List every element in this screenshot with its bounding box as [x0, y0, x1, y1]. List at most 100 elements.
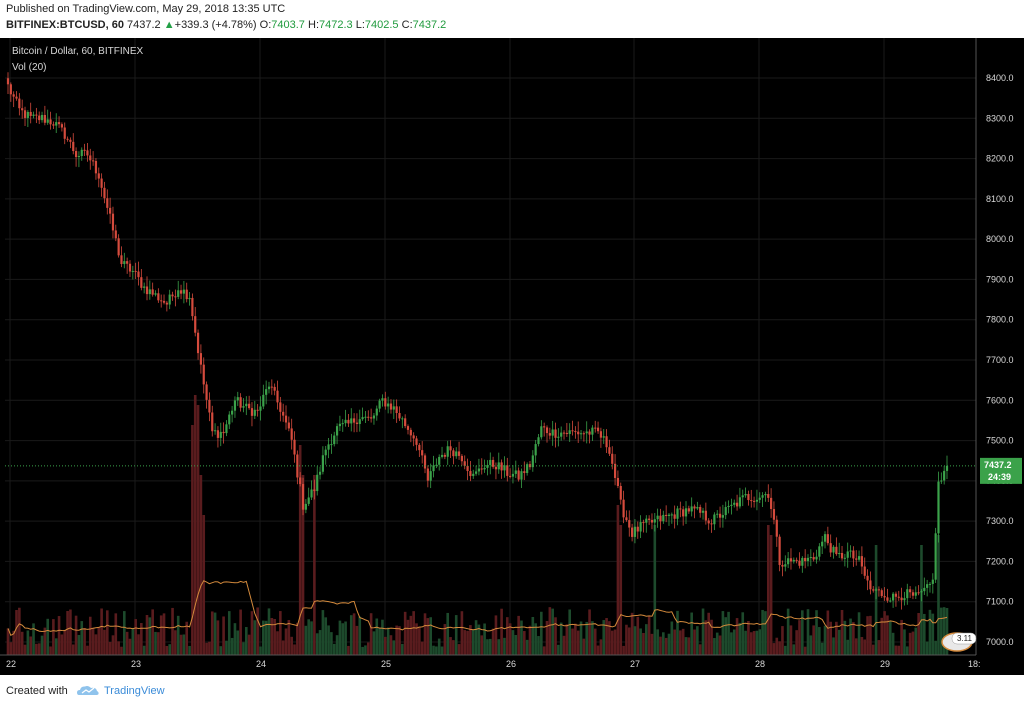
- candle-body: [622, 499, 625, 518]
- volume-bar: [151, 609, 154, 655]
- time-tick-label: 18:: [968, 659, 981, 669]
- volume-bar: [491, 628, 495, 655]
- volume-bar: [148, 617, 152, 655]
- volume-bar: [137, 634, 140, 655]
- volume-bar: [908, 632, 912, 655]
- candle-body: [318, 471, 322, 475]
- volume-bar: [46, 618, 50, 655]
- candle-body: [6, 78, 10, 85]
- volume-bar: [426, 618, 430, 655]
- candle-body: [582, 433, 585, 435]
- volume-bar: [335, 635, 339, 655]
- volume-bar: [616, 505, 620, 655]
- candle-body: [74, 151, 78, 158]
- volume-bar: [613, 629, 617, 655]
- tradingview-cloud-icon[interactable]: [76, 684, 100, 698]
- tradingview-link[interactable]: TradingView: [104, 685, 165, 697]
- volume-bar: [440, 646, 444, 655]
- volume-bar: [420, 641, 424, 655]
- candle-body: [713, 514, 716, 525]
- volume-bar: [182, 634, 186, 655]
- volume-bar: [446, 612, 450, 655]
- candle-body: [699, 506, 702, 513]
- candle-body: [15, 96, 18, 99]
- volume-bar: [925, 641, 929, 655]
- volume-bar: [798, 620, 801, 655]
- candle-body: [111, 213, 115, 231]
- volume-bar: [792, 644, 796, 655]
- candle-body: [804, 557, 807, 562]
- candle-body: [160, 300, 163, 302]
- volume-bar: [937, 535, 940, 655]
- volume-bar: [585, 621, 589, 655]
- candle-body: [738, 497, 742, 507]
- volume-bar: [159, 615, 163, 655]
- candle-body: [350, 418, 353, 424]
- time-tick-label: 29: [880, 659, 890, 669]
- price-tick-label: 8100.0: [986, 194, 1014, 204]
- volume-bar: [205, 642, 208, 655]
- volume-bar: [222, 616, 225, 655]
- volume-bar: [114, 613, 118, 655]
- candle-body: [801, 557, 804, 566]
- volume-bar: [897, 645, 901, 655]
- volume-bar: [554, 617, 557, 655]
- volume-bar: [296, 622, 299, 655]
- candle-body: [914, 592, 917, 596]
- candle-body: [239, 397, 242, 408]
- candle-body: [290, 428, 293, 440]
- volume-bar: [630, 612, 634, 655]
- candle-body: [704, 510, 707, 521]
- candle-body: [199, 353, 203, 365]
- volume-bar: [179, 634, 183, 655]
- candle-body: [299, 477, 302, 485]
- volume-bar: [74, 615, 78, 655]
- volume-bar: [664, 637, 668, 655]
- candlestick-chart[interactable]: 8400.0 8300.0 8200.0 8100.0 8000.0 7900.0 7800…: [0, 38, 1024, 675]
- candle-body: [452, 450, 455, 457]
- candle-body: [398, 413, 401, 419]
- volume-bar: [142, 645, 146, 655]
- volume-bar: [213, 612, 217, 655]
- volume-bar: [565, 624, 569, 655]
- volume-bar: [443, 624, 447, 655]
- volume-bar: [945, 608, 949, 655]
- volume-bar: [650, 633, 654, 655]
- candle-body: [741, 495, 744, 498]
- volume-bar: [636, 616, 640, 655]
- candle-body: [690, 506, 693, 512]
- volume-bar: [732, 629, 736, 655]
- candle-body: [860, 556, 863, 567]
- volume-bar: [392, 640, 396, 655]
- candle-body: [707, 520, 710, 524]
- candle-body: [279, 402, 282, 412]
- volume-bar: [69, 609, 72, 655]
- time-axis[interactable]: 22 23 24 25 26 27 28 29 18:: [0, 654, 981, 669]
- volume-bar: [477, 624, 481, 655]
- price-tick-label: 7900.0: [986, 274, 1014, 284]
- candle-body: [333, 435, 336, 445]
- candle-body: [412, 435, 415, 439]
- volume-bar: [372, 631, 376, 655]
- candle-body: [852, 550, 855, 559]
- volume-bar: [857, 612, 861, 655]
- candle-body: [897, 596, 900, 598]
- candle-body: [474, 471, 478, 474]
- volume-bar: [849, 618, 852, 655]
- close-label: C:: [401, 19, 413, 31]
- candle-body: [636, 526, 639, 532]
- volume-bar: [120, 646, 123, 655]
- volume-bar: [835, 621, 838, 655]
- candle-body: [537, 437, 540, 445]
- candle-body: [608, 447, 611, 454]
- candle-body: [55, 122, 58, 126]
- candle-body: [716, 513, 719, 515]
- price-tick-label: 8300.0: [986, 113, 1014, 123]
- volume-bar: [528, 625, 532, 655]
- candle-body: [818, 546, 821, 557]
- candle-body: [415, 438, 418, 445]
- candle-body: [517, 470, 520, 480]
- volume-bar: [576, 630, 580, 655]
- volume-bar: [290, 636, 293, 655]
- volume-bar: [191, 425, 194, 655]
